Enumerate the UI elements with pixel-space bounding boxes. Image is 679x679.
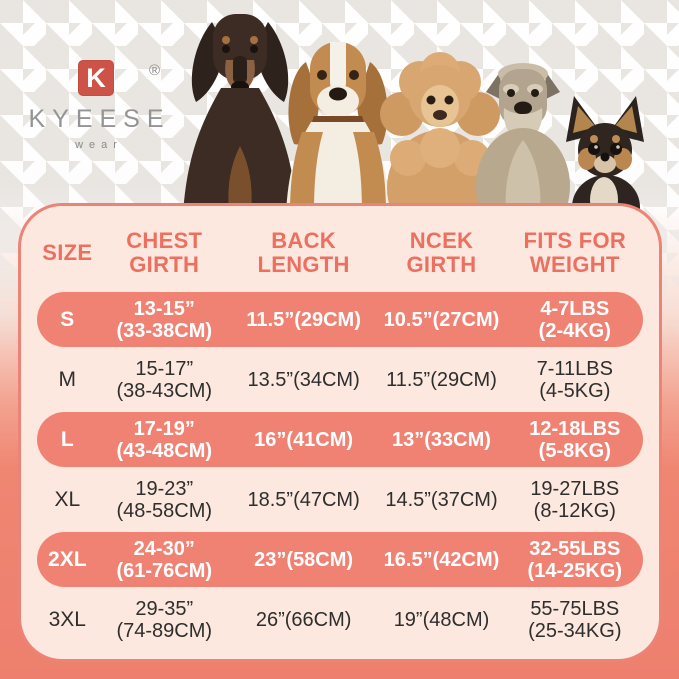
table-body: S 13-15” (33-38CM) 11.5”(29CM) 10.5”(27CM… — [37, 292, 643, 647]
table-row-xl: XL 19-23” (48-58CM) 18.5”(47CM) 14.5”(37C… — [37, 472, 643, 527]
weight-cell: 32-55LBS (14-25KG) — [527, 537, 623, 582]
table-header-row: SIZE CHEST GIRTH BACK LENGTH NCEK GIRTH FIT… — [37, 222, 643, 284]
chest-girth-cell: 24-30” (61-76CM) — [116, 537, 213, 582]
back-length-cell: 26”(66CM) — [255, 608, 352, 631]
size-cell: S — [60, 307, 75, 331]
dogs-artwork — [183, 14, 644, 214]
size-cell: 3XL — [48, 607, 86, 631]
header-back-length: BACK LENGTH — [257, 227, 350, 277]
back-length-cell: 11.5”(29CM) — [246, 308, 361, 331]
header-chest-girth: CHEST GIRTH — [126, 227, 203, 277]
size-cell: XL — [54, 487, 81, 511]
size-cell: M — [58, 367, 77, 391]
table-row-s: S 13-15” (33-38CM) 11.5”(29CM) 10.5”(27CM… — [37, 292, 643, 347]
chest-girth-cell: 15-17” (38-43CM) — [116, 357, 213, 402]
doberman-dog-icon — [183, 14, 297, 214]
back-length-cell: 18.5”(47CM) — [247, 488, 360, 511]
chest-girth-cell: 17-19” (43-48CM) — [116, 417, 213, 462]
brand-k-letter: K — [86, 63, 106, 93]
brand-logo: K ® KYEESE wear — [24, 60, 168, 151]
chihuahua-dog-icon — [566, 96, 644, 214]
weight-cell: 55-75LBS (25-34KG) — [528, 597, 622, 642]
beagle-dog-icon — [286, 42, 390, 214]
weight-cell: 19-27LBS (8-12KG) — [530, 477, 620, 522]
brand-name: KYEESE — [28, 105, 171, 133]
header-fits-for-weight: FITS FOR WEIGHT — [523, 227, 627, 277]
neck-girth-cell: 11.5”(29CM) — [386, 368, 497, 391]
chest-girth-cell: 29-35” (74-89CM) — [116, 597, 213, 642]
weight-cell: 4-7LBS (2-4KG) — [538, 297, 611, 342]
table-row-l: L 17-19” (43-48CM) 16”(41CM) 13”(33CM) 12… — [37, 412, 643, 467]
size-cell: 2XL — [48, 547, 87, 571]
neck-girth-cell: 13”(33CM) — [392, 428, 491, 451]
brand-k-badge: K — [78, 60, 114, 96]
header-size: SIZE — [42, 239, 93, 265]
chest-girth-cell: 13-15” (33-38CM) — [116, 297, 213, 342]
weight-cell: 12-18LBS (5-8KG) — [529, 417, 621, 462]
weight-cell: 7-11LBS (4-5KG) — [536, 357, 613, 402]
size-table-panel: SIZE CHEST GIRTH BACK LENGTH NCEK GIRTH FIT… — [18, 203, 662, 662]
neck-girth-cell: 10.5”(27CM) — [383, 308, 500, 331]
table-row-m: M 15-17” (38-43CM) 13.5”(34CM) 11.5”(29CM… — [37, 352, 643, 407]
registered-trademark-icon: ® — [148, 62, 160, 79]
back-length-cell: 13.5”(34CM) — [247, 368, 360, 391]
table-row-2xl: 2XL 24-30” (61-76CM) 23”(58CM) 16.5”(42CM… — [37, 532, 643, 587]
chest-girth-cell: 19-23” (48-58CM) — [116, 477, 213, 522]
back-length-cell: 16”(41CM) — [254, 428, 354, 451]
back-length-cell: 23”(58CM) — [254, 548, 354, 571]
schnauzer-dog-icon — [476, 63, 570, 214]
size-cell: L — [60, 427, 74, 451]
table-row-3xl: 3XL 29-35” (74-89CM) 26”(66CM) 19”(48CM) … — [37, 592, 643, 647]
header-neck-girth: NCEK GIRTH — [406, 227, 477, 277]
neck-girth-cell: 16.5”(42CM) — [383, 548, 500, 571]
neck-girth-cell: 19”(48CM) — [393, 608, 490, 631]
brand-tagline: wear — [75, 139, 123, 151]
neck-girth-cell: 14.5”(37CM) — [385, 488, 498, 511]
poodle-dog-icon — [380, 52, 500, 214]
